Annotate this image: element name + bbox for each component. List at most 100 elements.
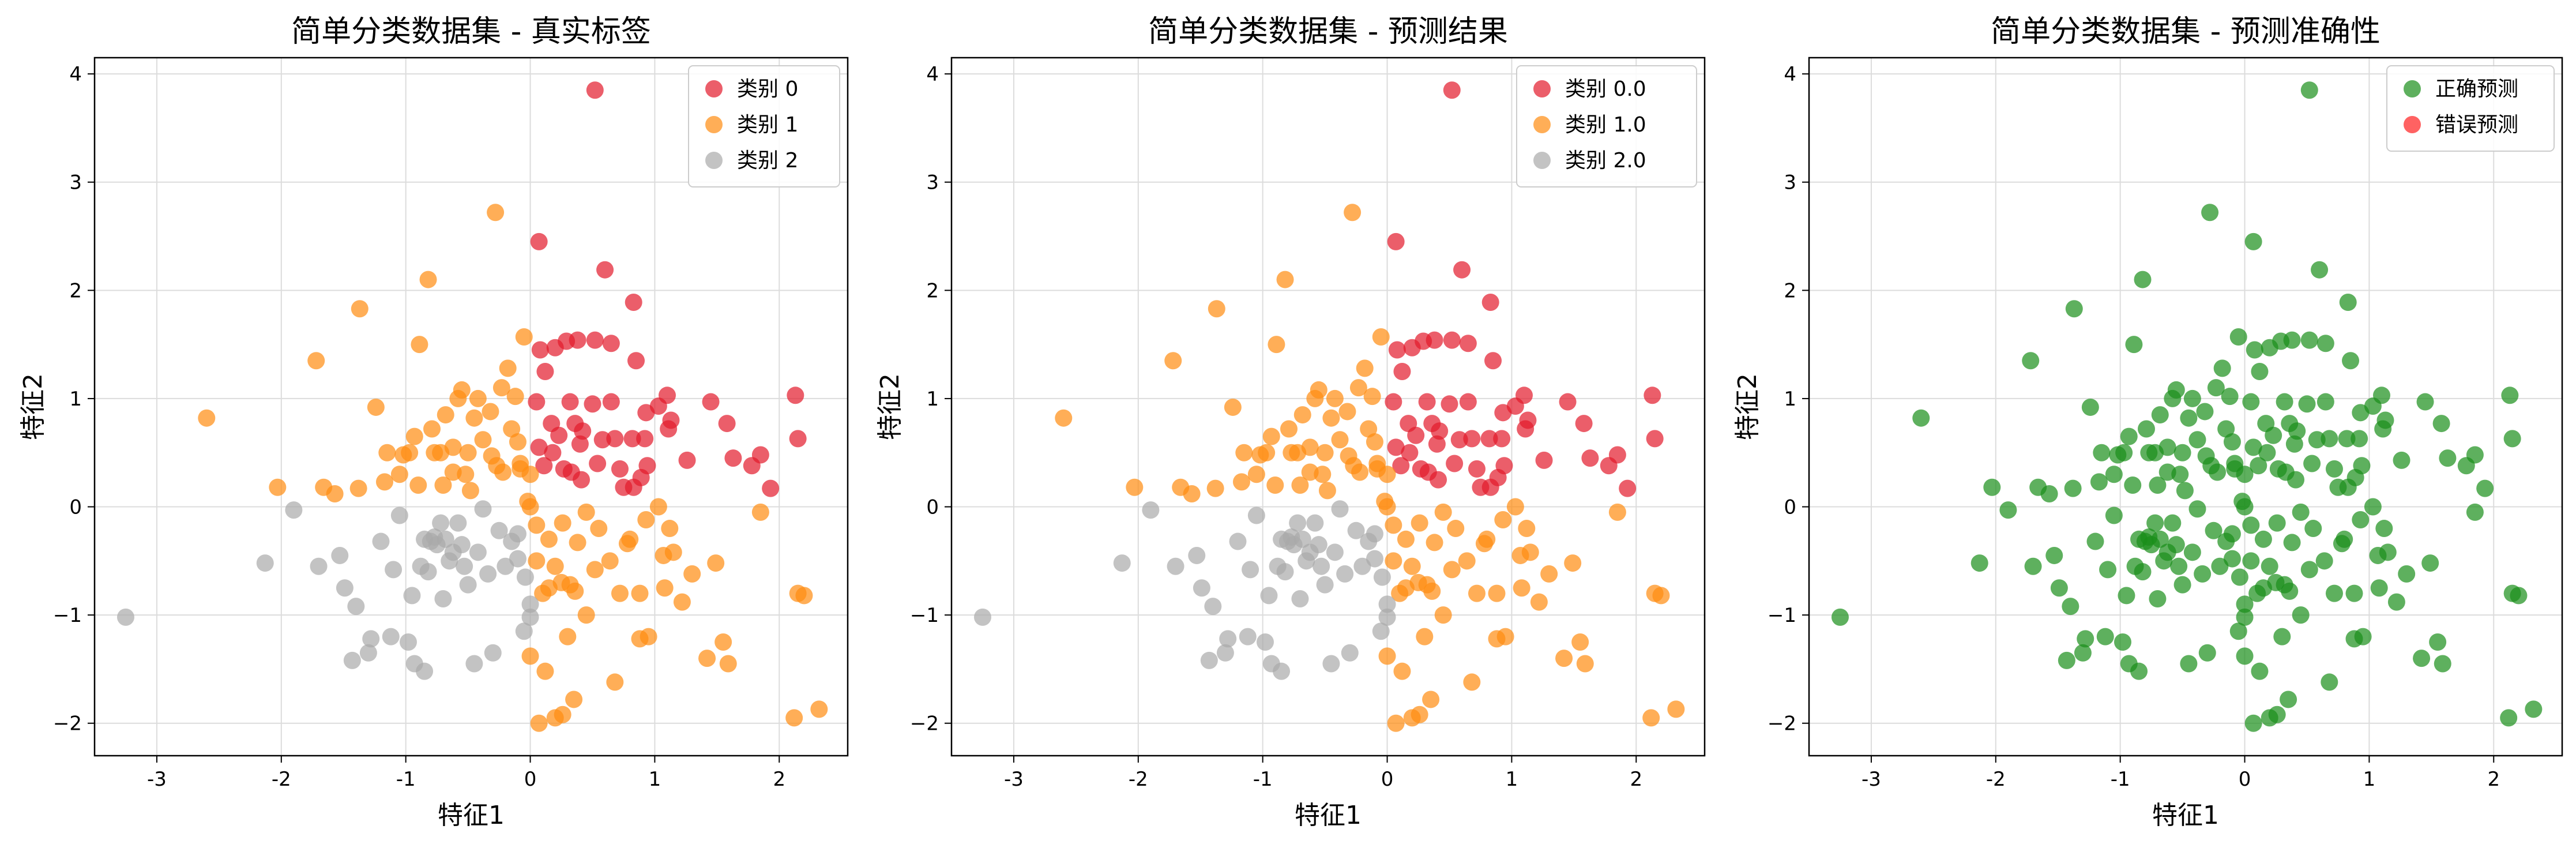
data-point — [2040, 485, 2058, 503]
data-point — [1366, 550, 1383, 568]
series-1 — [1055, 204, 1685, 732]
data-point — [1266, 476, 1284, 494]
data-point — [1431, 422, 1449, 440]
data-point — [2370, 579, 2388, 597]
data-point — [1513, 579, 1530, 597]
data-point — [2265, 426, 2282, 444]
data-point — [1113, 554, 1131, 572]
data-point — [2221, 388, 2239, 406]
data-point — [2501, 387, 2519, 404]
data-point — [2325, 460, 2343, 478]
y-tick-label: −2 — [53, 712, 82, 736]
data-point — [636, 430, 654, 448]
data-point — [1418, 393, 1436, 411]
data-point — [718, 415, 736, 433]
data-point — [2242, 516, 2260, 534]
data-point — [611, 584, 629, 602]
data-point — [1242, 561, 1259, 579]
data-point — [2315, 552, 2333, 570]
data-point — [2134, 271, 2152, 288]
data-point — [2338, 430, 2356, 448]
data-point — [484, 644, 502, 662]
data-point — [1459, 393, 1477, 411]
data-point — [474, 500, 492, 518]
data-point — [660, 420, 678, 438]
data-point — [573, 471, 591, 489]
data-point — [1262, 427, 1280, 445]
data-point — [593, 431, 611, 449]
data-point — [285, 501, 303, 519]
data-point — [469, 543, 487, 561]
data-point — [1517, 420, 1535, 438]
data-point — [702, 393, 720, 411]
data-point — [649, 498, 667, 516]
data-point — [2316, 393, 2334, 411]
y-tick-label: 3 — [926, 171, 939, 194]
data-point — [1426, 534, 1443, 551]
data-point — [405, 427, 423, 445]
data-point — [1642, 709, 1660, 727]
data-point — [1289, 514, 1307, 532]
data-point — [2090, 473, 2108, 491]
data-point — [2173, 576, 2191, 594]
data-point — [2316, 335, 2334, 352]
data-point — [2236, 608, 2254, 626]
data-point — [2151, 530, 2169, 548]
data-point — [2236, 595, 2254, 613]
data-point — [1576, 655, 1594, 673]
data-point — [1430, 471, 1447, 489]
data-point — [1204, 598, 1222, 616]
data-point — [1495, 457, 1513, 475]
data-point — [1322, 409, 1340, 427]
y-tick-label: −2 — [1768, 712, 1796, 736]
data-point — [2339, 293, 2357, 311]
data-point — [2146, 444, 2164, 461]
data-point — [347, 598, 365, 616]
x-axis-label: 特征1 — [438, 801, 505, 830]
data-point — [1336, 565, 1354, 583]
data-point — [1268, 336, 1285, 354]
data-point — [1393, 662, 1411, 680]
data-point — [1378, 595, 1396, 613]
data-point — [269, 478, 287, 496]
data-point — [1392, 457, 1410, 475]
x-tick-label: 2 — [2487, 768, 2500, 791]
data-point — [1434, 606, 1452, 624]
data-point — [1416, 628, 1434, 646]
data-point — [2398, 565, 2416, 583]
data-point — [1206, 479, 1224, 497]
data-point — [503, 420, 521, 438]
chart-title: 简单分类数据集 - 预测准确性 — [1991, 14, 2381, 49]
data-point — [2351, 430, 2368, 448]
data-point — [490, 521, 508, 539]
y-tick-label: 2 — [69, 279, 82, 302]
data-point — [2120, 427, 2138, 445]
x-tick-label: -2 — [1129, 768, 1148, 791]
x-tick-label: -1 — [2111, 768, 2130, 791]
data-point — [1397, 530, 1415, 548]
data-point — [2393, 451, 2410, 469]
data-point — [625, 293, 642, 311]
data-point — [2276, 393, 2293, 411]
axes-frame — [1808, 57, 2563, 757]
data-point — [1443, 81, 1461, 99]
y-tick-label: −1 — [1768, 604, 1796, 627]
data-point — [2466, 446, 2484, 464]
data-point — [351, 300, 368, 318]
data-point — [1273, 662, 1291, 680]
x-tick-label: 0 — [1381, 768, 1394, 791]
data-point — [2354, 628, 2372, 646]
series-0 — [1831, 81, 2543, 732]
data-point — [2201, 204, 2219, 222]
data-point — [1401, 444, 1419, 461]
series-1 — [198, 204, 828, 732]
data-point — [2261, 339, 2278, 357]
data-point — [1387, 714, 1405, 732]
legend-label: 类别 1 — [737, 113, 798, 137]
data-point — [2387, 593, 2405, 611]
data-point — [1193, 579, 1210, 597]
data-point — [516, 568, 534, 586]
data-point — [1208, 300, 1225, 318]
